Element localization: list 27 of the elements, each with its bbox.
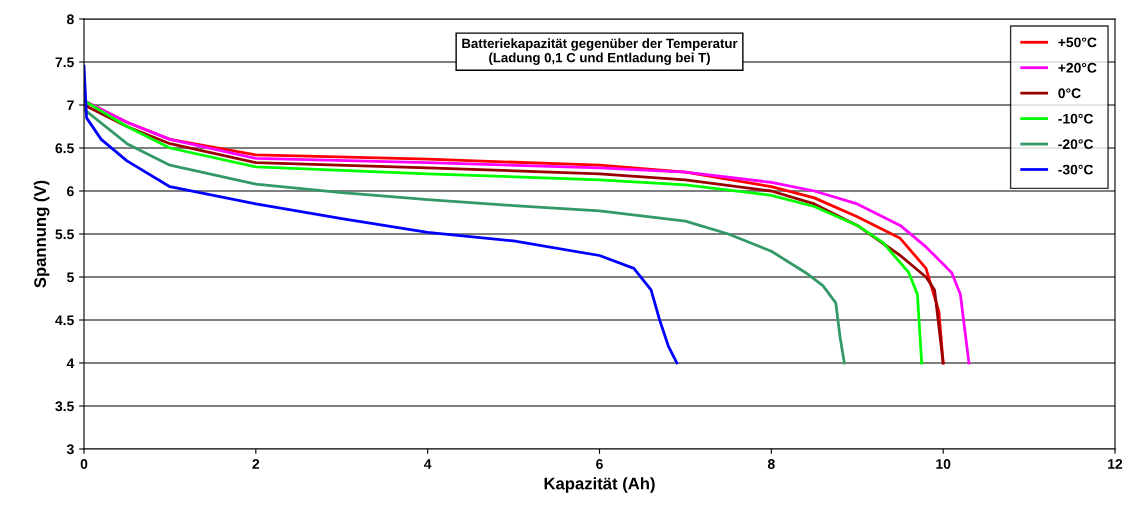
text: Batteriekapazität gegenüber der Temperatur (Ladung 0,1 C und Entladung bei T)	[462, 38, 738, 65]
y-axis-title: Spannung (V)	[33, 180, 50, 288]
x-tick-label: 10	[936, 459, 951, 469]
y-tick-label: 3.5	[55, 401, 74, 412]
y-tick-label: 7.5	[55, 57, 74, 68]
x-tick-label: 2	[252, 459, 260, 469]
y-tick-label: 5.5	[55, 229, 74, 240]
x-tick-label: 6	[596, 459, 603, 469]
y-tick-label: 4	[66, 358, 75, 369]
y-tick-label: 4.5	[55, 315, 74, 326]
x-tick-label: 8	[767, 459, 775, 469]
y-tick-label: 3	[66, 444, 74, 455]
legend-label: 0°C	[1058, 88, 1081, 99]
x-tick-label: 4	[424, 459, 432, 469]
legend-label: -30°C	[1058, 164, 1094, 175]
legend-label: +50°C	[1058, 37, 1097, 48]
x-tick-label: 0	[80, 459, 88, 469]
x-axis-title: Kapazität (Ah)	[544, 477, 655, 493]
y-tick-label: 6.5	[55, 143, 74, 154]
y-tick-label: 6	[67, 186, 74, 197]
y-tick-label: 5	[66, 272, 74, 283]
legend-label: -10°C	[1058, 113, 1094, 124]
y-tick-label: 7	[67, 100, 74, 111]
x-tick-label: 12	[1108, 459, 1123, 469]
legend-label: -20°C	[1058, 139, 1094, 150]
legend-label: +20°C	[1058, 62, 1097, 73]
y-tick-label: 8	[66, 14, 74, 25]
